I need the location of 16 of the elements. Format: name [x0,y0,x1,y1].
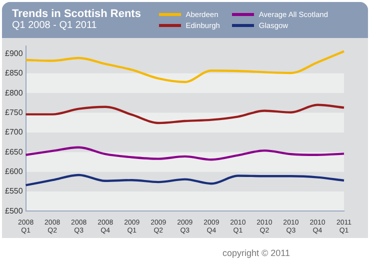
line-series [24,50,346,84]
y-tick-label: £600 [5,167,24,176]
line-series [24,146,346,161]
y-tick-label: £650 [5,147,24,156]
y-tick-label: £750 [5,108,24,117]
y-tick-label: £500 [5,206,24,216]
chart-title: Trends in Scottish Rents [12,8,141,20]
y-tick-label: £800 [5,88,24,98]
y-tick-label: £700 [5,128,24,137]
chart-subtitle: Q1 2008 - Q1 2011 [12,20,98,32]
y-tick-label: £900 [5,48,24,58]
line-series [24,104,346,124]
y-tick-label: £550 [5,186,24,196]
text: copyright © 2011 [222,248,290,258]
y-tick-label: £850 [5,68,24,78]
line-series [24,174,346,186]
